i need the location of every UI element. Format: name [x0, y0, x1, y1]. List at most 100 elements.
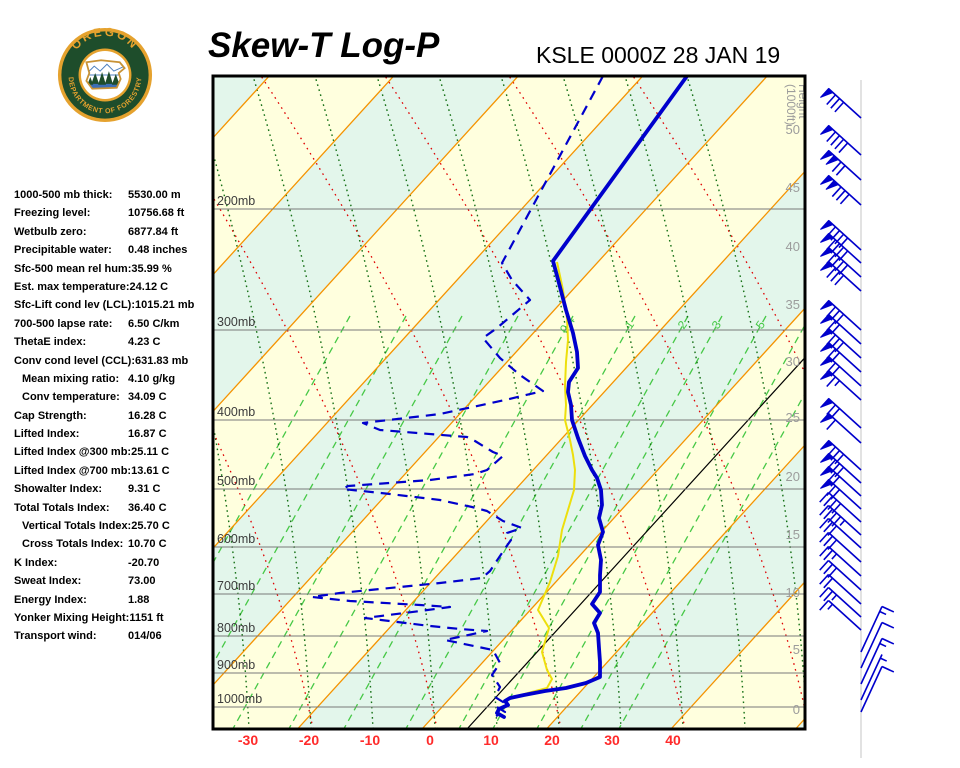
- logo-oregon-scene: [86, 60, 125, 89]
- index-row: Mean mixing ratio: 4.10 g/kg: [14, 370, 214, 388]
- index-value: 35.99 %: [131, 262, 172, 275]
- index-label: Sweat Index:: [14, 575, 82, 588]
- svg-text:500mb: 500mb: [217, 474, 255, 488]
- odf-logo-svg: OREGON DEPARTMENT OF FORESTRY: [57, 25, 153, 123]
- svg-text:40: 40: [665, 732, 681, 748]
- wetbulb-trace: [509, 261, 576, 700]
- index-label: K Index:: [14, 556, 58, 569]
- svg-text:0: 0: [426, 732, 434, 748]
- plot-area: 0.4 1 2 3 550454035302520151050Height(1000ft…: [213, 76, 810, 729]
- svg-text:400mb: 400mb: [217, 405, 255, 419]
- index-row: Showalter Index: 9.31 C: [14, 480, 214, 498]
- index-label: 700-500 lapse rate:: [14, 317, 113, 330]
- index-label: Energy Index:: [14, 593, 87, 606]
- index-row: Cap Strength: 16.28 C: [14, 407, 214, 425]
- logo-state-outline: [85, 59, 126, 90]
- index-value: 014/06: [128, 630, 162, 643]
- index-row: Transport wind: 014/06: [14, 627, 214, 645]
- index-label: Wetbulb zero:: [14, 225, 87, 238]
- page-title: Skew-T Log-P: [208, 26, 440, 65]
- wind-barb-column: [819, 80, 895, 758]
- svg-text:20: 20: [786, 469, 800, 484]
- index-label: Vertical Totals Index:: [22, 520, 132, 533]
- index-label: Conv temperature:: [22, 391, 120, 404]
- pressure-gridlines: [213, 208, 805, 708]
- index-value: 13.61 C: [131, 464, 170, 477]
- index-label: ThetaE index:: [14, 336, 87, 349]
- index-label: Cross Totals Index:: [22, 538, 124, 551]
- svg-text:35: 35: [786, 297, 800, 312]
- index-label: Lifted Index @300 mb:: [14, 446, 132, 459]
- svg-text:40: 40: [786, 239, 800, 254]
- zero-isotherm: [466, 356, 805, 729]
- index-row: Lifted Index @700 mb:13.61 C: [14, 462, 214, 480]
- wind-barb: [819, 545, 862, 577]
- svg-text:-10: -10: [360, 732, 380, 748]
- wind-barb: [820, 465, 862, 497]
- index-row: Yonker Mixing Height:1151 ft: [14, 609, 214, 627]
- index-value: 24.12 C: [129, 280, 169, 293]
- height-axis-title: Height: [796, 84, 810, 119]
- svg-text:25: 25: [786, 410, 800, 425]
- index-row: 1000-500 mb thick: 5530.00 m: [14, 186, 214, 204]
- pressure-labels: 200mb 300mb 400mb 500mb 600mb 700mb 800mb 900mb…: [217, 194, 262, 706]
- index-value: 10756.68 ft: [128, 207, 185, 220]
- svg-text:10: 10: [786, 585, 800, 600]
- index-value: 4.10 g/kg: [128, 372, 176, 385]
- svg-text:30: 30: [604, 732, 620, 748]
- index-label: 1000-500 mb thick:: [14, 189, 113, 201]
- wind-barb: [820, 87, 862, 119]
- index-row: Total Totals Index: 36.40 C: [14, 499, 214, 517]
- index-label: Sfc-Lift cond lev (LCL):: [14, 299, 135, 312]
- temperature-axis: -30 -20 -10 0 10 20 30 40: [238, 732, 681, 748]
- index-row: 700-500 lapse rate: 6.50 C/km: [14, 315, 214, 333]
- svg-text:15: 15: [786, 527, 800, 542]
- index-value: 1015.21 mb: [135, 299, 195, 312]
- svg-text:0: 0: [793, 702, 800, 717]
- index-row: Sweat Index: 73.00: [14, 572, 214, 590]
- index-value: 6.50 C/km: [128, 317, 180, 330]
- svg-text:45: 45: [786, 180, 800, 195]
- index-row: Freezing level: 10756.68 ft: [14, 204, 214, 222]
- wind-barb: [820, 341, 862, 373]
- index-value: 25.11 C: [131, 446, 170, 459]
- index-value: 9.31 C: [128, 483, 161, 496]
- index-row: Sfc-500 mean rel hum:35.99 %: [14, 260, 214, 278]
- index-row: Conv cond level (CCL):631.83 mb: [14, 352, 214, 370]
- wind-barb: [820, 369, 862, 401]
- index-value: 25.70 C: [131, 520, 170, 533]
- index-label: Sfc-500 mean rel hum:: [14, 262, 132, 275]
- index-value: 16.87 C: [128, 428, 167, 441]
- svg-text:1000mb: 1000mb: [217, 692, 262, 706]
- index-row: Est. max temperature:24.12 C: [14, 278, 214, 296]
- wind-barb: [819, 599, 862, 631]
- temperature-trace: [495, 76, 689, 719]
- index-row: Conv temperature: 34.09 C: [14, 388, 214, 406]
- index-row: Wetbulb zero: 6877.84 ft: [14, 223, 214, 241]
- wind-barb: [820, 149, 862, 181]
- dry-adiabats: [213, 76, 805, 729]
- index-value: 34.09 C: [128, 391, 167, 404]
- wind-barb: [819, 504, 862, 536]
- wind-barb: [820, 260, 862, 292]
- wind-barb: [820, 452, 862, 484]
- svg-text:-20: -20: [299, 732, 319, 748]
- svg-text:20: 20: [544, 732, 560, 748]
- index-label: Transport wind:: [14, 630, 97, 643]
- svg-text:200mb: 200mb: [217, 194, 255, 208]
- svg-text:50: 50: [786, 122, 800, 137]
- wind-barb: [860, 665, 895, 713]
- index-value: 5530.00 m: [128, 189, 181, 201]
- index-row: Lifted Index: 16.87 C: [14, 425, 214, 443]
- index-label: Conv cond level (CCL):: [14, 354, 136, 367]
- index-row: Vertical Totals Index:25.70 C: [14, 517, 214, 535]
- index-row: Sfc-Lift cond lev (LCL):1015.21 mb: [14, 296, 214, 314]
- index-value: 10.70 C: [128, 538, 167, 551]
- index-label: Mean mixing ratio:: [22, 372, 120, 385]
- index-label: Cap Strength:: [14, 409, 87, 422]
- index-value: 0.48 inches: [128, 244, 188, 257]
- svg-text:600mb: 600mb: [217, 532, 255, 546]
- index-value: 1151 ft: [129, 611, 164, 624]
- isotherm-bands: [213, 76, 805, 729]
